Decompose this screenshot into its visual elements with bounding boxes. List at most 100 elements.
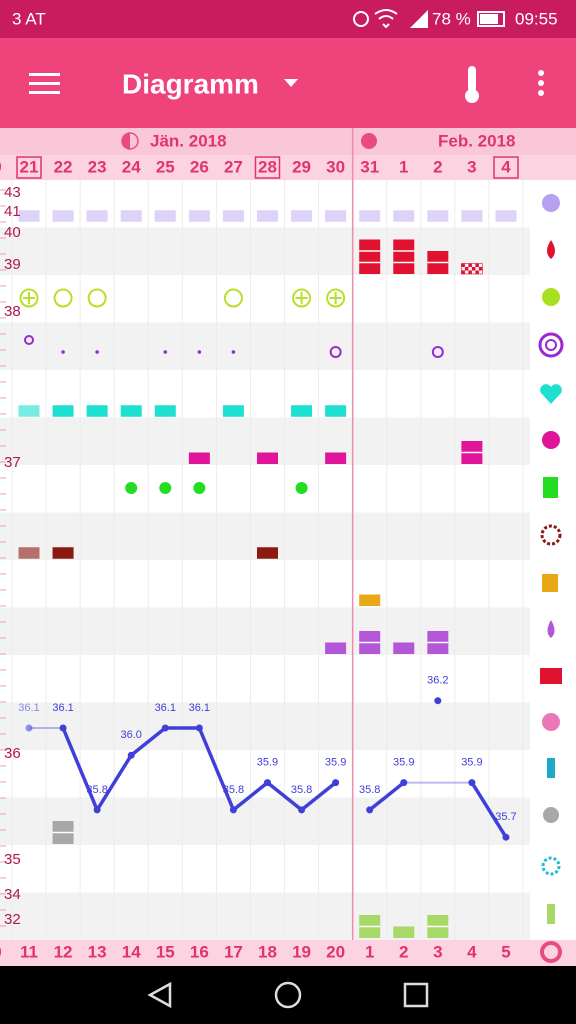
temperature-line: [61, 727, 99, 811]
temperature-point: [93, 806, 101, 814]
moon-outline: [121, 132, 139, 150]
cycle-day-label: 2: [399, 942, 408, 961]
spotting-cell: [475, 270, 479, 274]
temperature-label: 35.9: [257, 757, 278, 769]
bar: [495, 210, 517, 222]
app-title[interactable]: Diagramm: [122, 68, 259, 99]
bar: [154, 405, 176, 417]
temperature-point-excluded: [434, 697, 442, 705]
bar: [393, 642, 415, 654]
overflow-button[interactable]: [538, 70, 544, 96]
date-label[interactable]: 24: [122, 157, 141, 176]
icon-head[interactable]: [542, 431, 560, 449]
menu-button[interactable]: [29, 73, 60, 94]
date-label[interactable]: 31: [360, 157, 379, 176]
cycle-day-label: 3: [433, 942, 442, 961]
temperature-label: 36.1: [155, 702, 176, 714]
bar: [393, 239, 415, 274]
temperature-label: 36.1: [52, 702, 73, 714]
nav-home[interactable]: [274, 981, 302, 1009]
clock: 09:55: [515, 9, 558, 28]
icon-orange[interactable]: [542, 574, 558, 592]
cycle-day-label: 4: [467, 942, 477, 961]
temperature-line: [232, 781, 269, 812]
bar: [291, 405, 313, 417]
date-label[interactable]: 26: [190, 157, 209, 176]
bar: [120, 405, 142, 417]
date-label[interactable]: 28: [258, 157, 277, 176]
bar: [86, 210, 108, 222]
icon-person[interactable]: [547, 758, 555, 778]
scale-label: 32: [4, 911, 21, 928]
icon-balloon[interactable]: [543, 807, 559, 823]
date-label[interactable]: 27: [224, 157, 243, 176]
cycle-day-label: 13: [88, 942, 107, 961]
temperature-line: [368, 781, 405, 812]
date-label: 0: [0, 157, 2, 176]
symbol-ring: [329, 346, 342, 358]
band: [0, 702, 530, 750]
scale-label: 41: [4, 203, 21, 220]
icon-sparkle[interactable]: [541, 856, 561, 876]
thermometer-bulb: [465, 89, 479, 103]
icon-red[interactable]: [540, 668, 562, 684]
date-label[interactable]: 22: [54, 157, 73, 176]
date-label[interactable]: 2: [433, 157, 442, 176]
thermometer-button[interactable]: [465, 66, 479, 103]
dropdown-arrow[interactable]: [284, 79, 298, 87]
icon-cycle[interactable]: [540, 941, 562, 963]
icon-heart[interactable]: [540, 384, 562, 404]
icon-figure[interactable]: [547, 904, 555, 924]
date-label[interactable]: 21: [20, 157, 39, 176]
temperature-label: 35.9: [393, 757, 414, 769]
icon-rings[interactable]: [538, 332, 564, 358]
temperature-line: [266, 781, 303, 812]
date-label[interactable]: 23: [88, 157, 107, 176]
icon-document[interactable]: [543, 477, 558, 498]
scale-label: 40: [4, 224, 21, 241]
date-label[interactable]: 30: [326, 157, 345, 176]
temperature-point: [59, 724, 67, 732]
icon-purple-drop[interactable]: [547, 620, 555, 638]
symbol-dot: [159, 482, 172, 494]
temperature-label: 35.7: [495, 811, 516, 823]
scale-label: 39: [4, 256, 21, 273]
cycle-day-label: 17: [224, 942, 243, 961]
menu-line: [29, 82, 60, 85]
icon-burst[interactable]: [540, 524, 562, 546]
temperature-point: [263, 779, 271, 787]
icon-splash[interactable]: [542, 288, 560, 306]
bar: [18, 210, 40, 222]
bar: [359, 594, 381, 606]
date-label[interactable]: 1: [399, 157, 408, 176]
scale-label: 37: [4, 454, 21, 471]
temperature-label: 35.8: [86, 784, 107, 796]
symbol-circle: [223, 288, 243, 308]
band: [0, 892, 530, 940]
symbol-plus: [295, 292, 308, 304]
date-label[interactable]: 4: [501, 157, 511, 176]
date-label[interactable]: 25: [156, 157, 175, 176]
date-label[interactable]: 3: [467, 157, 476, 176]
plot: 36.1 36.1 35.8 36.0 36.1 36.1 35.8 35.9 35.8 35.9…: [18, 128, 517, 940]
symbol-circle: [87, 288, 107, 308]
temperature-label: 35.8: [223, 784, 244, 796]
bar: [393, 210, 415, 222]
dot: [538, 90, 544, 96]
nav-back[interactable]: [147, 981, 172, 1009]
spotting-cell: [468, 270, 472, 274]
bar: [188, 452, 210, 464]
icon-drop[interactable]: [547, 240, 555, 259]
spotting-cell: [461, 270, 465, 274]
icon-flower[interactable]: [542, 194, 560, 212]
spotting-cell: [471, 267, 476, 271]
date-label[interactable]: 29: [292, 157, 311, 176]
icon-pink[interactable]: [542, 713, 560, 731]
spotting-cell: [461, 263, 465, 267]
cycle-day-label: 15: [156, 942, 175, 961]
nav-recent[interactable]: [403, 982, 429, 1008]
symbol-circle: [292, 288, 312, 308]
temperature-point: [400, 779, 408, 787]
scale-label: 35: [4, 851, 21, 868]
